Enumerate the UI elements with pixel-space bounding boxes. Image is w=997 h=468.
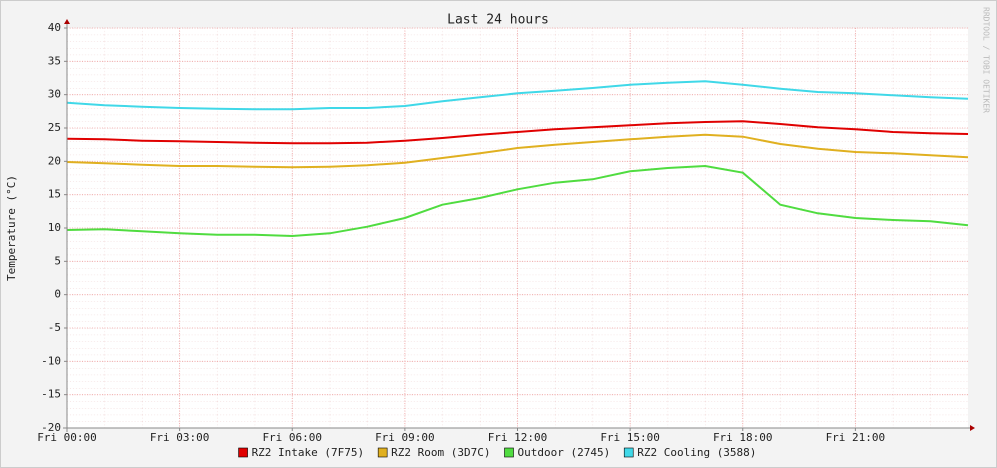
legend-item: RZ2 Cooling (3588) (623, 446, 756, 459)
y-tick-label: 5 (54, 254, 61, 267)
legend-label: RZ2 Room (3D7C) (391, 446, 490, 459)
x-tick-label: Fri 00:00 (37, 431, 97, 444)
watermark: RRDTOOL / TOBI OETIKER (982, 7, 991, 113)
y-tick-label: 30 (48, 88, 61, 101)
y-tick-label: -10 (41, 354, 61, 367)
legend-swatch (377, 447, 388, 458)
y-tick-label: -5 (48, 321, 61, 334)
x-tick-label: Fri 18:00 (713, 431, 773, 444)
y-tick-label: 0 (54, 288, 61, 301)
series-line (66, 120, 969, 145)
legend-swatch (623, 447, 634, 458)
axes (63, 19, 975, 432)
y-tick-label: 25 (48, 121, 61, 134)
x-arrow (970, 425, 975, 431)
x-tick-label: Fri 09:00 (375, 431, 435, 444)
chart-title: Last 24 hours (447, 13, 549, 28)
x-tick-label: Fri 21:00 (826, 431, 886, 444)
y-tick-label: 15 (48, 188, 61, 201)
y-tick-label: -20 (41, 421, 61, 434)
series-line (66, 80, 969, 111)
legend-item: RZ2 Room (3D7C) (377, 446, 491, 459)
y-arrow (64, 19, 70, 24)
legend-swatch (504, 447, 514, 458)
y-tick-label: -15 (41, 388, 61, 401)
legend-swatch (238, 447, 248, 458)
legend-item: Outdoor (2745) (504, 446, 611, 459)
x-tick-label: Fri 06:00 (262, 431, 322, 444)
y-tick-label: 20 (48, 154, 61, 167)
legend-label: RZ2 Cooling (3588) (637, 446, 756, 459)
legend-label: Outdoor (2745) (518, 446, 611, 459)
x-tick-label: Fri 15:00 (600, 431, 660, 444)
y-axis-label: Temperature (°C) (5, 175, 18, 281)
y-tick-label: 35 (48, 54, 61, 67)
y-tick-label: 40 (48, 21, 61, 34)
legend: RZ2 Intake (7F75) RZ2 Room (3D7C) Outdoor … (238, 446, 756, 459)
legend-label: RZ2 Intake (7F75) (252, 446, 365, 459)
series-line (66, 164, 969, 238)
x-tick-label: Fri 03:00 (150, 431, 210, 444)
x-tick-label: Fri 12:00 (488, 431, 548, 444)
legend-item: RZ2 Intake (7F75) (238, 446, 365, 459)
series-line (66, 133, 969, 169)
lines (66, 80, 969, 238)
y-tick-label: 10 (48, 221, 61, 234)
